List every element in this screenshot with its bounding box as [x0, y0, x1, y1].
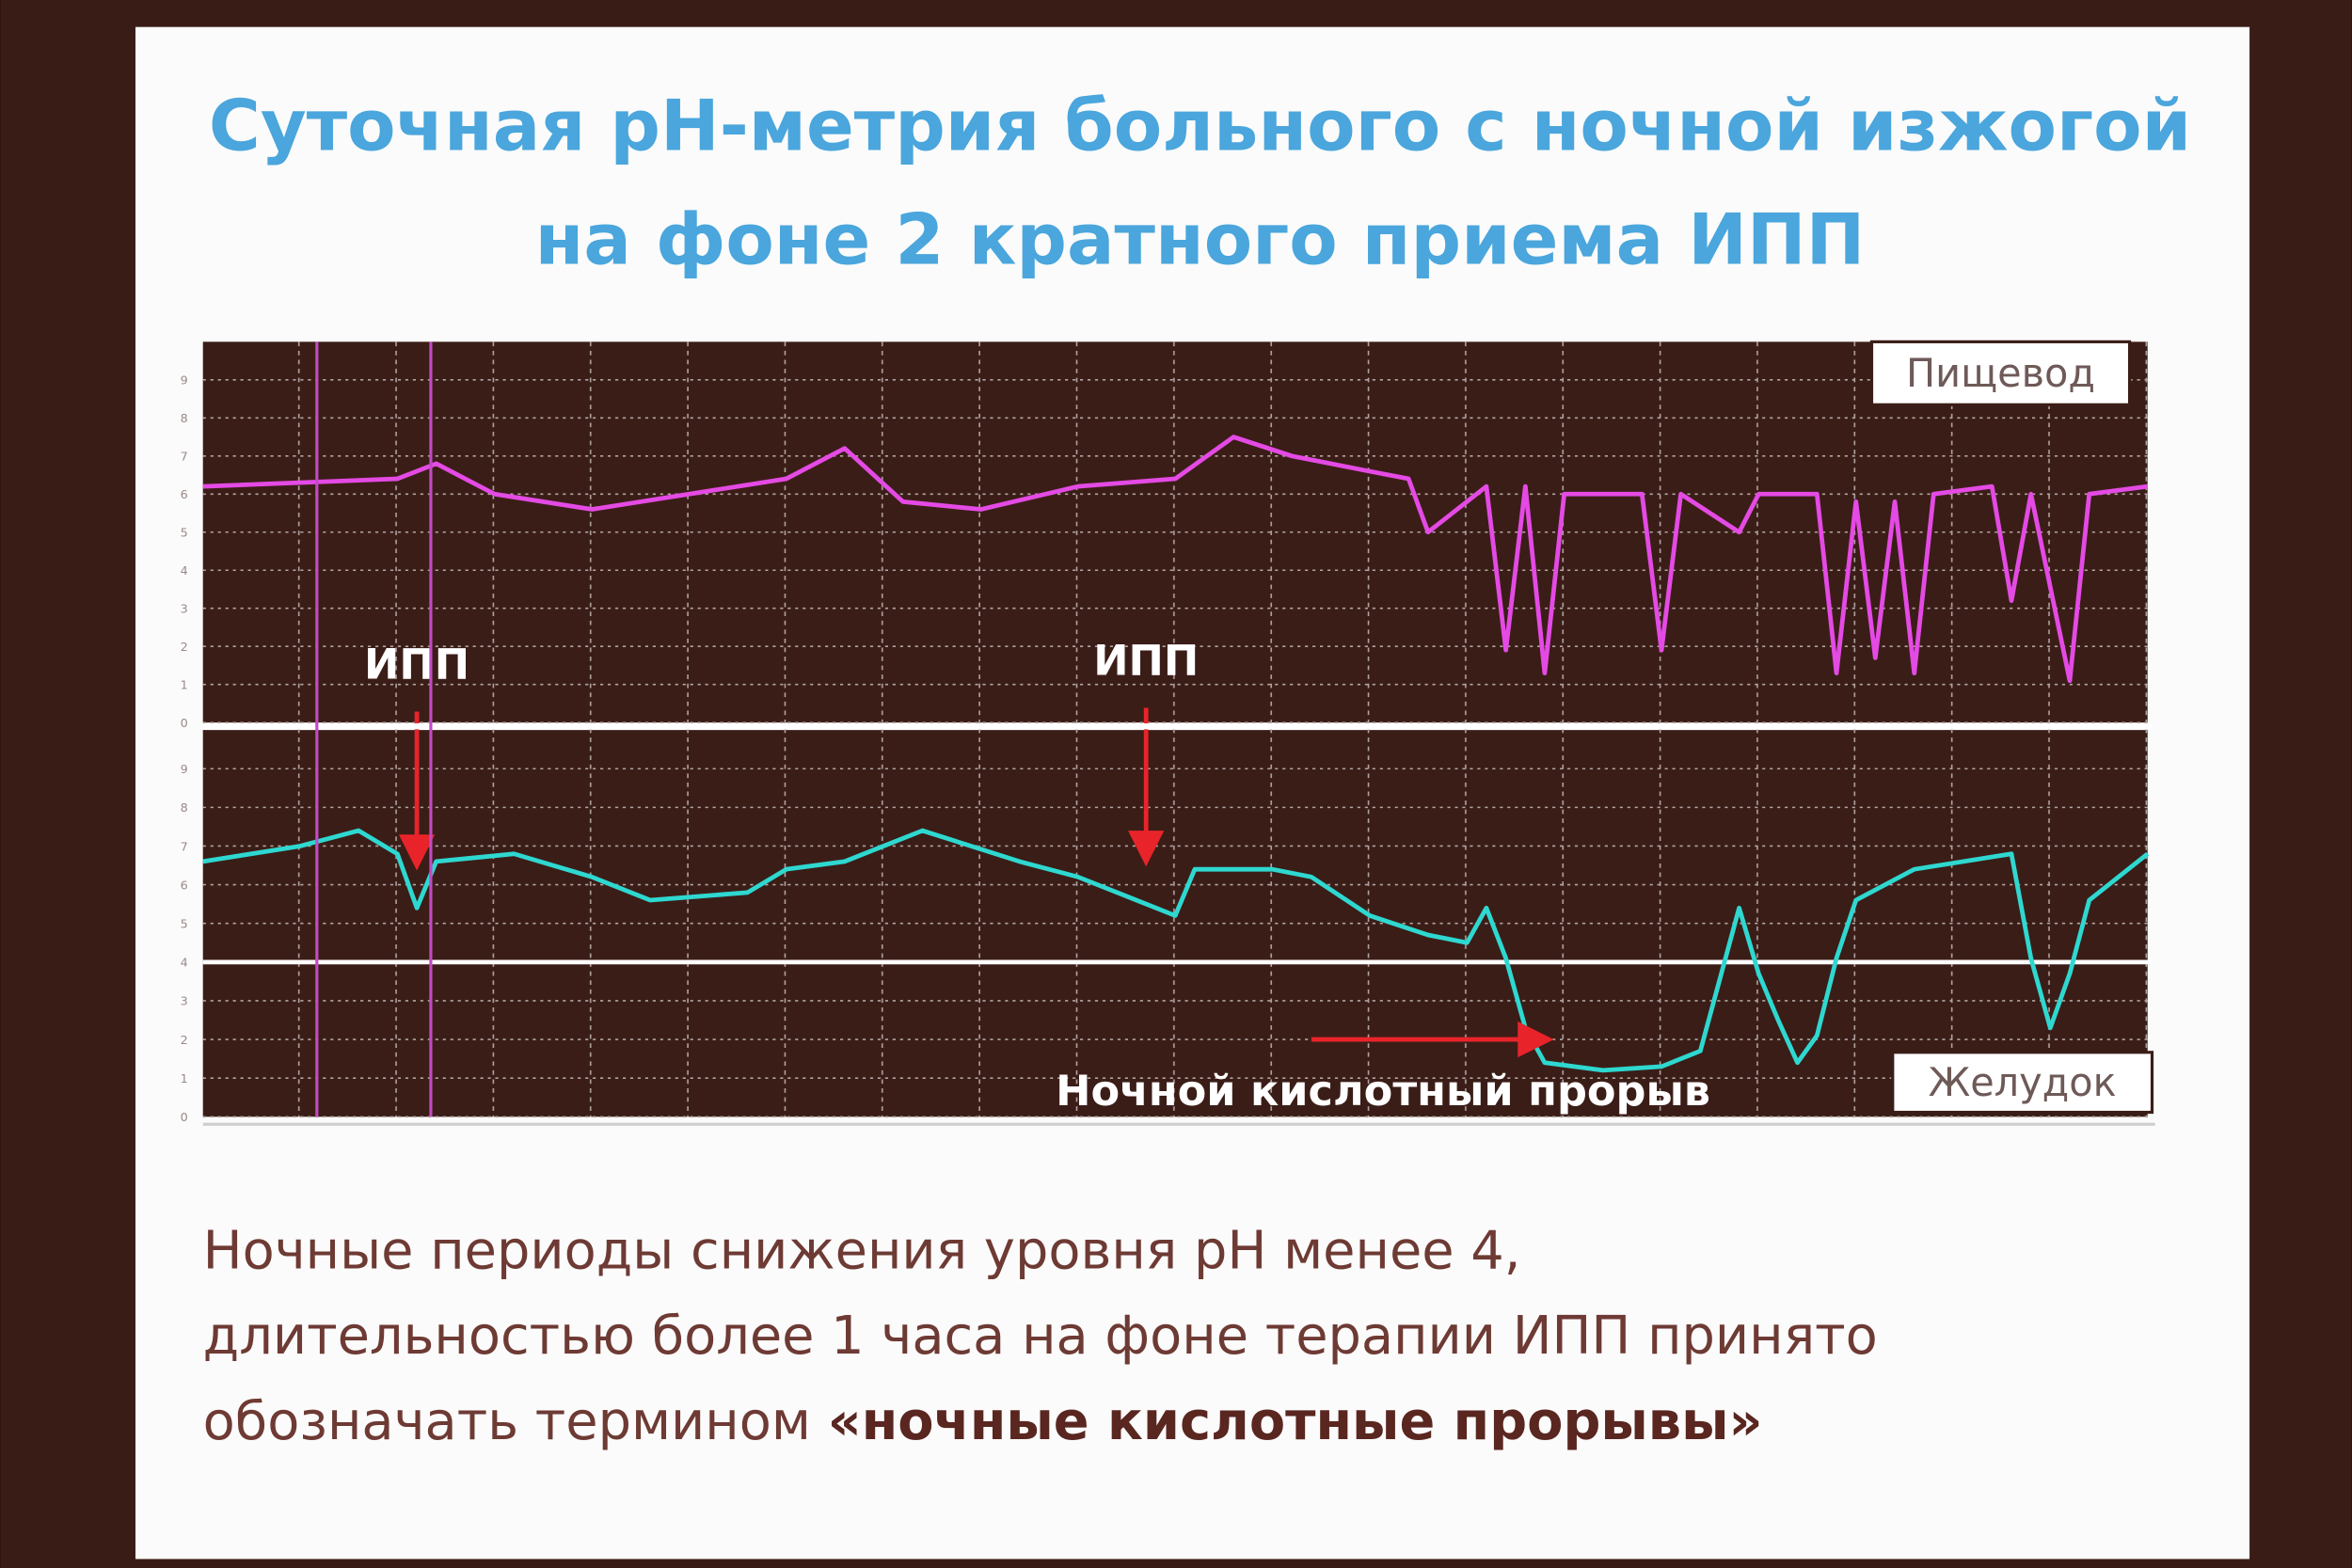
y-tick-label: 2: [181, 1034, 188, 1048]
y-tick-label: 4: [181, 564, 188, 578]
plots: 0 1 2 3 4 5 6 7 8 9 Пищевод 0 1 2 3 4 5 6 7 8 9 Желудок ИПП ИПП…: [181, 340, 2154, 1125]
body-line: обозначать термином «ночные кислотные пр…: [203, 1391, 1763, 1452]
annotation-text: ИПП: [1093, 636, 1199, 685]
y-tick-label: 7: [181, 451, 188, 465]
body-line: Ночные периоды снижения уровня рН менее …: [203, 1220, 1521, 1281]
title-line: Суточная рН-метрия больного с ночной изж…: [209, 84, 2191, 166]
title-line: на фоне 2 кратного приема ИПП: [535, 198, 1866, 280]
y-tick-label: 0: [181, 717, 188, 731]
y-tick-label: 5: [181, 917, 188, 931]
annotation-text: ИПП: [364, 640, 469, 689]
ph-trace: [202, 828, 2150, 1073]
body-bold: «ночные кислотные прорывы»: [828, 1391, 1763, 1452]
trace-label: Желудок: [1929, 1060, 2117, 1105]
trace-label: Пищевод: [1906, 351, 2095, 396]
body-line: длительностью более 1 часа на фоне терап…: [203, 1306, 1878, 1367]
y-tick-label: 9: [181, 374, 188, 388]
y-tick-label: 3: [181, 995, 188, 1009]
trace-label-box: [1869, 340, 2132, 406]
y-tick-label: 7: [181, 840, 188, 854]
y-tick-label: 8: [181, 412, 188, 426]
y-tick-label: 3: [181, 603, 188, 617]
y-tick-label: 1: [181, 1072, 188, 1086]
y-tick-label: 1: [181, 678, 188, 692]
ph-trace: [202, 435, 2149, 684]
y-tick-label: 0: [181, 1111, 188, 1125]
y-tick-label: 6: [181, 488, 188, 502]
y-tick-label: 8: [181, 801, 188, 816]
body-text: обозначать термином: [203, 1391, 828, 1452]
annotation-text: Ночной кислотный прорыв: [1056, 1067, 1710, 1116]
trace-label-box: [1891, 1051, 2154, 1115]
y-tick-label: 4: [181, 957, 188, 971]
y-tick-label: 2: [181, 641, 188, 655]
y-tick-label: 9: [181, 763, 188, 777]
y-tick-label: 6: [181, 879, 188, 893]
y-tick-label: 5: [181, 527, 188, 541]
